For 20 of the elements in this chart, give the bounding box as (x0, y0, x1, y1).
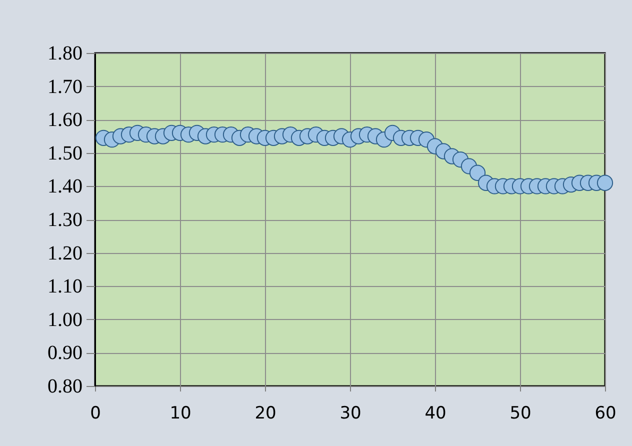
y-tick-label: 1.20 (48, 242, 82, 264)
point (596, 174, 614, 191)
y-tick-label: 1.30 (48, 209, 82, 231)
y-tick-label: 0.90 (48, 342, 82, 364)
x-tick-label: 40 (424, 404, 446, 424)
x-tick-label: 0 (90, 404, 101, 424)
y-tick-label: 1.80 (48, 42, 82, 64)
y-tick-label: 1.40 (48, 176, 82, 198)
x-tick-label: 60 (594, 404, 616, 424)
y-tick-label: 1.50 (48, 142, 82, 164)
y-tick-label: 1.70 (48, 76, 82, 98)
y-tick-label: 1.60 (48, 109, 82, 132)
point (469, 164, 486, 181)
x-tick-label: 20 (254, 404, 276, 424)
x-tick-label: 50 (510, 404, 532, 424)
x-tick-label: 10 (170, 404, 192, 424)
y-tick-label: 1.10 (48, 276, 82, 298)
x-tick-label: 30 (340, 404, 362, 424)
y-tick-label: 0.80 (48, 376, 82, 398)
y-tick-label: 1.00 (48, 308, 82, 331)
